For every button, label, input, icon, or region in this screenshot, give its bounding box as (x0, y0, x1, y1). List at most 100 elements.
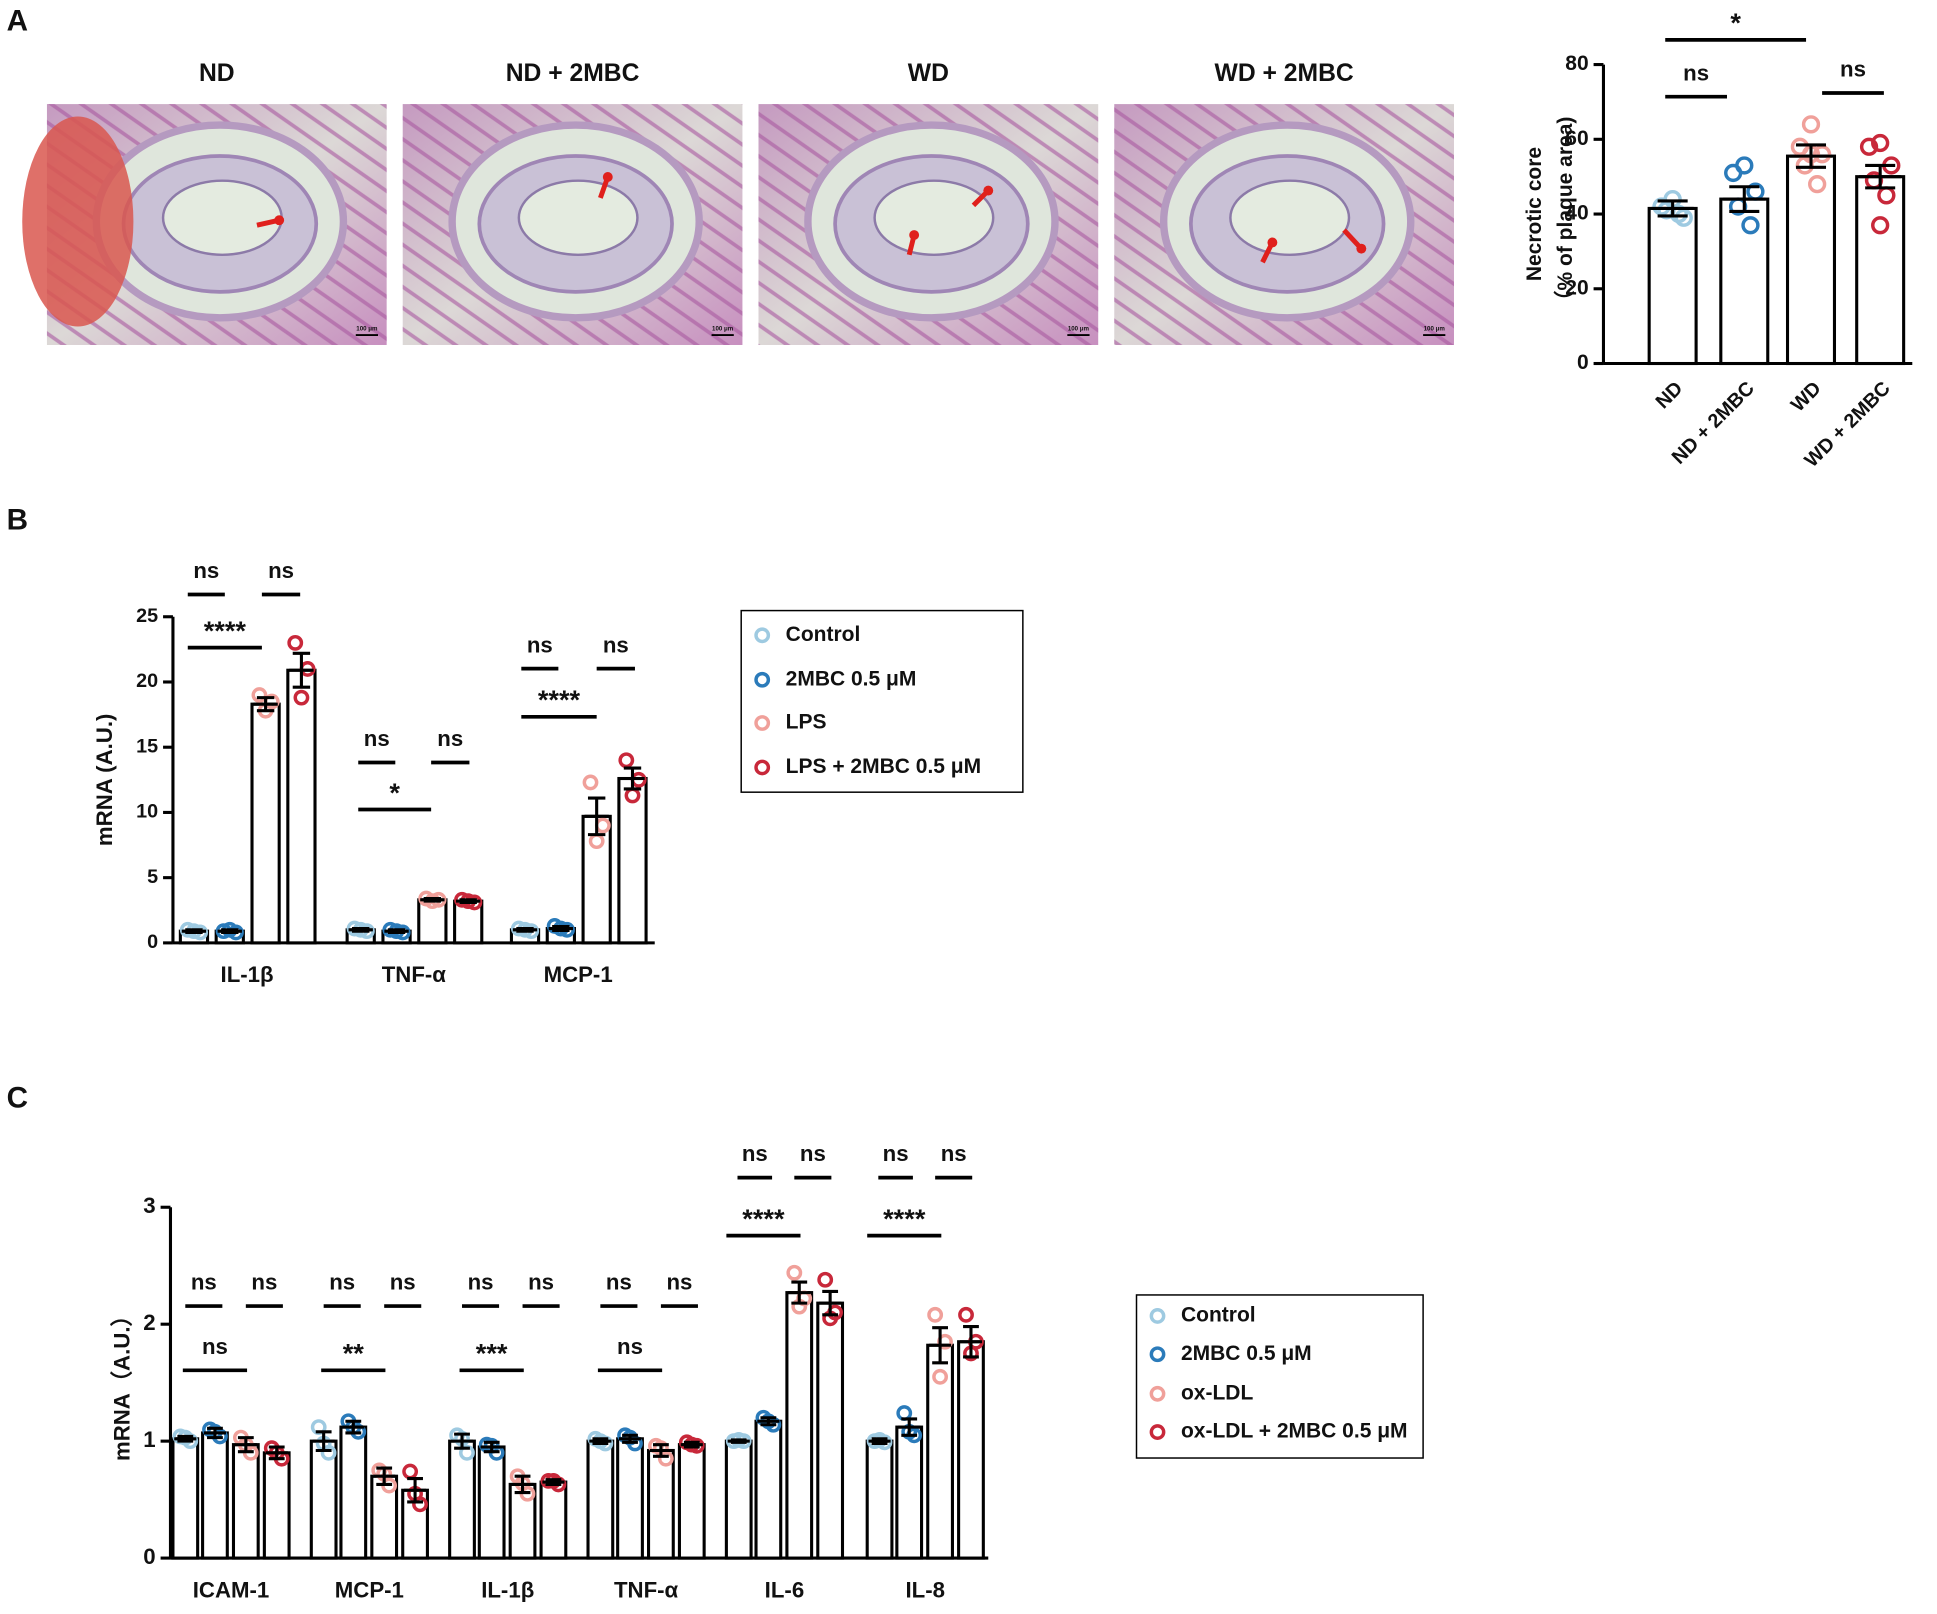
data-point (958, 1306, 974, 1323)
data-point (1808, 175, 1827, 194)
y-tick-label: 0 (143, 1544, 155, 1569)
bar (1719, 197, 1770, 366)
panel-label: A (7, 4, 28, 37)
bar (171, 1437, 200, 1560)
error-bar (757, 1416, 780, 1427)
y-axis-label: （% of plaque area) (1553, 117, 1577, 312)
y-tick-label: 20 (136, 670, 158, 692)
error-bar (819, 1289, 842, 1317)
x-tick-label: ICAM-1 (193, 1577, 270, 1602)
significance-label: ns (364, 726, 390, 751)
error-bar (727, 1438, 750, 1444)
significance-label: ns (1840, 57, 1866, 82)
error-bar (253, 696, 278, 713)
data-point (927, 1306, 944, 1323)
error-bar (649, 1443, 672, 1458)
significance-label: ns (528, 1270, 554, 1295)
legend-marker (1149, 1308, 1166, 1324)
legend-marker (1149, 1346, 1166, 1363)
significance-label: ns (800, 1141, 826, 1166)
legend-marker (754, 715, 771, 731)
x-tick-label: TNF-α (614, 1577, 679, 1602)
legend-label: LPS + 2MBC 0.5 μM (786, 755, 981, 778)
blood (22, 116, 134, 327)
bar (724, 1439, 753, 1560)
significance-label: ns (193, 558, 219, 583)
legend-label: 2MBC 0.5 μM (1181, 1342, 1312, 1365)
data-point (293, 689, 310, 706)
y-tick-label: 5 (147, 866, 158, 888)
x-tick-label: MCP-1 (335, 1577, 404, 1602)
significance-label: *** (476, 1338, 508, 1369)
bar (816, 1301, 845, 1560)
data-point (251, 687, 268, 703)
y-axis-label: mRNA (A.U.) (92, 714, 117, 846)
significance-label: ns (329, 1270, 355, 1295)
legend-box (740, 609, 1024, 793)
data-point (618, 752, 635, 769)
scale-bar-label: 100 μm (356, 326, 378, 333)
error-bar (788, 1280, 811, 1305)
y-tick-label: 1 (143, 1427, 155, 1452)
bar (309, 1439, 338, 1560)
bar (677, 1443, 706, 1560)
significance-label: ns (527, 632, 553, 657)
significance-label: ns (883, 1141, 909, 1166)
y-tick-label: 60 (1565, 127, 1588, 150)
error-bar (217, 928, 242, 934)
significance-label: **** (538, 684, 581, 715)
y-tick-label: 0 (1577, 351, 1589, 374)
legend-box (1135, 1294, 1424, 1459)
error-bar (203, 1426, 227, 1440)
error-bar (1651, 199, 1694, 218)
bar (477, 1445, 506, 1560)
error-bar (348, 926, 373, 933)
significance-label: ns (268, 558, 294, 583)
data-point (287, 634, 304, 651)
y-tick-label: 3 (143, 1193, 155, 1218)
significance-label: ns (390, 1270, 416, 1295)
data-point (582, 774, 599, 791)
y-tick-label: 40 (1565, 202, 1588, 225)
vessel-lumen (1229, 179, 1351, 257)
vessel-lumen (161, 179, 283, 257)
data-point (786, 1264, 803, 1281)
error-bar (456, 898, 481, 904)
significance-label: ns (202, 1334, 228, 1359)
bar (926, 1343, 954, 1560)
x-tick-label: ND (1652, 377, 1688, 413)
chart: 0 20 40 60 80 Necrotic core （% of plaque area)… (1523, 7, 1913, 472)
legend-label: 2MBC 0.5 μM (786, 667, 917, 690)
x-tick-label: WD (1787, 377, 1826, 416)
significance-label: ns (666, 1270, 692, 1295)
significance-label: ns (191, 1270, 217, 1295)
significance-label: **** (742, 1203, 785, 1234)
data-point (402, 1463, 419, 1480)
bar (339, 1425, 368, 1560)
bar (286, 668, 317, 945)
significance-label: ns (941, 1141, 967, 1166)
x-tick-label: IL-8 (906, 1577, 946, 1602)
data-point (1801, 115, 1821, 134)
bar (262, 1451, 291, 1560)
error-bar (289, 651, 314, 689)
legend-label: Control (1181, 1304, 1256, 1327)
y-tick-label: 15 (136, 735, 158, 757)
significance-label: ns (742, 1141, 768, 1166)
error-bar (373, 1466, 396, 1486)
arrow-head (1356, 243, 1367, 254)
legend-marker (754, 671, 771, 688)
bar (1647, 206, 1698, 366)
y-axis-label: mRNA（A.U.） (109, 1304, 134, 1461)
error-bar (542, 1478, 565, 1486)
bar (616, 1437, 644, 1560)
bar (957, 1340, 985, 1560)
panel-label: C (7, 1082, 28, 1115)
error-bar (1723, 185, 1766, 213)
legend-marker (754, 759, 771, 776)
error-bar (929, 1326, 952, 1365)
error-bar (868, 1437, 891, 1446)
y-tick-label: 10 (136, 801, 158, 823)
y-tick-label: 0 (147, 931, 158, 953)
data-point (1724, 163, 1743, 183)
